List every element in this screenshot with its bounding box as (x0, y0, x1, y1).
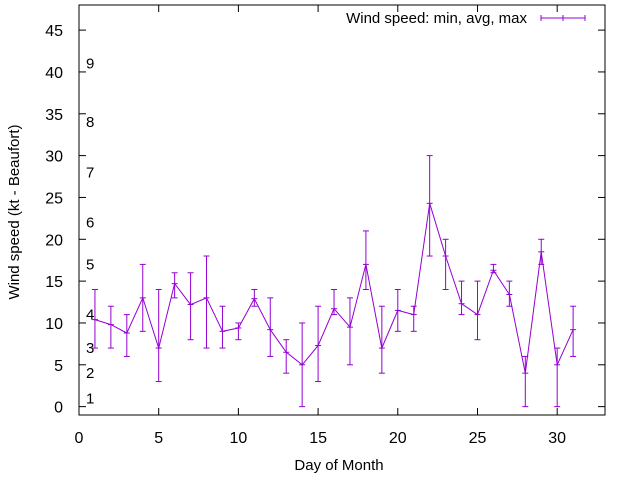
x-tick-label: 5 (154, 430, 163, 447)
error-bar (187, 272, 194, 341)
legend-label: Wind speed: min, avg, max (346, 10, 527, 27)
x-tick-label: 15 (309, 430, 327, 447)
beaufort-label: 4 (86, 307, 94, 324)
y-tick-label: 40 (45, 65, 63, 82)
x-tick-label: 20 (389, 430, 407, 447)
legend-line-sample (540, 15, 586, 21)
error-bar (235, 322, 242, 341)
error-bar (522, 355, 529, 408)
error-bar (570, 305, 577, 357)
error-bar (346, 297, 353, 366)
error-bar (267, 297, 274, 357)
error-bar (107, 305, 114, 349)
x-tick-label: 25 (469, 430, 487, 447)
error-bar (426, 155, 433, 257)
error-bar (91, 288, 98, 349)
beaufort-label: 1 (86, 390, 94, 407)
x-tick-label: 30 (548, 430, 566, 447)
error-bar (554, 347, 561, 408)
error-bar (315, 305, 322, 383)
error-bar (123, 314, 130, 357)
error-bar (251, 288, 258, 307)
beaufort-label: 9 (86, 56, 94, 73)
beaufort-label: 6 (86, 215, 94, 232)
x-tick-label: 0 (75, 430, 84, 447)
error-bar (331, 288, 338, 316)
beaufort-label: 3 (86, 340, 94, 357)
error-bar (155, 288, 162, 383)
y-tick-label: 20 (45, 232, 63, 249)
y-tick-label: 35 (45, 107, 63, 124)
error-bar (283, 339, 290, 374)
error-bar (299, 322, 306, 408)
error-bar (203, 255, 210, 349)
error-bar (219, 305, 226, 349)
y-tick-label: 30 (45, 149, 63, 166)
y-tick-label: 15 (45, 274, 63, 291)
error-bar (458, 280, 465, 316)
y-tick-label: 0 (54, 400, 63, 417)
x-axis-label: Day of Month (294, 457, 383, 474)
y-tick-label: 5 (54, 358, 63, 375)
beaufort-label: 8 (86, 114, 94, 131)
error-bar (410, 305, 417, 332)
series-line (94, 203, 574, 374)
beaufort-scale-labels: 1 2 3 4 5 6 7 8 9 (86, 56, 94, 408)
error-bar (362, 230, 369, 290)
error-bar (171, 272, 178, 299)
beaufort-label: 7 (86, 164, 94, 181)
legend: Wind speed: min, avg, max (346, 10, 586, 27)
x-axis-ticks: 0 5 10 15 20 25 30 (75, 5, 566, 447)
error-bar (442, 238, 449, 290)
y-tick-label: 10 (45, 316, 63, 333)
error-bar (474, 280, 481, 341)
error-bar (490, 263, 497, 274)
beaufort-label: 5 (86, 256, 94, 273)
series-layer (91, 155, 577, 408)
error-bar (506, 280, 513, 307)
x-tick-label: 10 (229, 430, 247, 447)
error-bar (394, 288, 401, 332)
error-bar (378, 305, 385, 374)
error-bar (139, 263, 146, 332)
error-bar (538, 238, 545, 265)
y-tick-label: 25 (45, 190, 63, 207)
y-axis-label: Wind speed (kt - Beaufort) (6, 124, 23, 299)
beaufort-label: 2 (86, 365, 94, 382)
plot-frame (78, 4, 606, 416)
y-tick-label: 45 (45, 23, 63, 40)
